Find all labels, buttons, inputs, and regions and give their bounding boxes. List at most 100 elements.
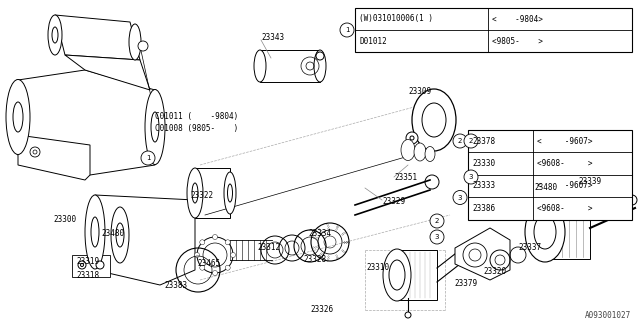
Text: <     -9607>: < -9607> (537, 181, 593, 190)
Text: 23328: 23328 (303, 254, 326, 263)
Text: 23337: 23337 (518, 244, 541, 252)
Ellipse shape (412, 89, 456, 151)
Ellipse shape (48, 15, 62, 55)
Circle shape (453, 134, 467, 148)
Circle shape (81, 263, 83, 267)
Circle shape (410, 136, 414, 140)
Text: C01008 (9805-    ): C01008 (9805- ) (155, 124, 238, 132)
Polygon shape (55, 15, 140, 60)
Circle shape (33, 150, 37, 154)
Text: 3: 3 (468, 174, 473, 180)
Text: 23329: 23329 (382, 197, 405, 206)
Polygon shape (18, 135, 90, 180)
Text: 23333: 23333 (472, 181, 495, 190)
Circle shape (200, 240, 205, 245)
Text: 23386: 23386 (472, 204, 495, 213)
Circle shape (464, 134, 478, 148)
Text: 2: 2 (469, 138, 473, 144)
Text: 2: 2 (435, 218, 439, 224)
Text: <9608-     >: <9608- > (537, 159, 593, 168)
Ellipse shape (151, 112, 159, 142)
Text: 23322: 23322 (190, 190, 213, 199)
Text: C01011 (    -9804): C01011 ( -9804) (155, 111, 238, 121)
Text: 23334: 23334 (308, 228, 332, 237)
Text: 23319: 23319 (76, 258, 100, 267)
Text: 3: 3 (435, 234, 439, 240)
Text: 23383: 23383 (164, 282, 188, 291)
Text: A093001027: A093001027 (585, 310, 631, 319)
Text: 23480: 23480 (101, 228, 125, 237)
Ellipse shape (227, 184, 232, 202)
Text: D01012: D01012 (359, 36, 387, 45)
Text: 23480: 23480 (534, 183, 557, 193)
Text: 23300: 23300 (53, 215, 77, 225)
Text: 23318: 23318 (76, 271, 100, 281)
Circle shape (453, 190, 467, 204)
Ellipse shape (389, 260, 405, 290)
Circle shape (212, 270, 218, 276)
Circle shape (316, 52, 324, 60)
Ellipse shape (85, 195, 105, 269)
Ellipse shape (425, 147, 435, 162)
Ellipse shape (224, 172, 236, 214)
Bar (397, 250, 437, 300)
Circle shape (141, 151, 155, 165)
Circle shape (225, 265, 230, 270)
Circle shape (627, 195, 637, 205)
Bar (72, 255, 110, 277)
Circle shape (212, 235, 218, 239)
Ellipse shape (6, 79, 30, 155)
Ellipse shape (525, 202, 565, 262)
Circle shape (230, 252, 236, 258)
Ellipse shape (401, 140, 415, 161)
Bar (260, 50, 320, 82)
Ellipse shape (254, 50, 266, 82)
Text: 23339: 23339 (579, 178, 602, 187)
Circle shape (225, 240, 230, 245)
Bar (195, 168, 230, 218)
Ellipse shape (187, 168, 203, 218)
Ellipse shape (111, 207, 129, 263)
Bar (355, 8, 632, 52)
Text: 23378: 23378 (472, 137, 495, 146)
Text: 23312: 23312 (257, 244, 280, 252)
Text: 23343: 23343 (261, 34, 284, 43)
Circle shape (195, 252, 200, 258)
Text: 23326: 23326 (310, 305, 333, 314)
Circle shape (464, 170, 478, 184)
Circle shape (30, 147, 40, 157)
Text: 23309: 23309 (408, 87, 431, 97)
Circle shape (406, 132, 418, 144)
Text: <9608-     >: <9608- > (537, 204, 593, 213)
Circle shape (405, 312, 411, 318)
Polygon shape (65, 55, 150, 90)
Ellipse shape (13, 102, 23, 132)
Text: 1: 1 (345, 27, 349, 33)
Ellipse shape (534, 215, 556, 249)
Ellipse shape (52, 27, 58, 43)
Circle shape (535, 191, 545, 201)
Ellipse shape (192, 183, 198, 203)
Circle shape (200, 265, 205, 270)
Circle shape (96, 261, 104, 269)
Ellipse shape (145, 90, 165, 164)
Circle shape (538, 194, 542, 198)
Text: 23330: 23330 (472, 159, 495, 168)
Text: 23320: 23320 (483, 268, 507, 276)
Text: 23379: 23379 (454, 279, 477, 289)
Ellipse shape (414, 143, 426, 161)
Circle shape (138, 41, 148, 51)
Bar (545, 205, 590, 259)
Text: 2: 2 (458, 138, 462, 144)
Polygon shape (455, 228, 510, 280)
Circle shape (340, 23, 354, 37)
Text: 3: 3 (458, 195, 462, 201)
Circle shape (430, 214, 444, 228)
Text: 23310: 23310 (366, 263, 389, 273)
Text: <9805-    >: <9805- > (492, 36, 543, 45)
Ellipse shape (129, 24, 141, 60)
Bar (468, 130, 632, 220)
Ellipse shape (116, 223, 124, 247)
Text: 23465: 23465 (197, 259, 221, 268)
Text: <     -9607>: < -9607> (537, 137, 593, 146)
